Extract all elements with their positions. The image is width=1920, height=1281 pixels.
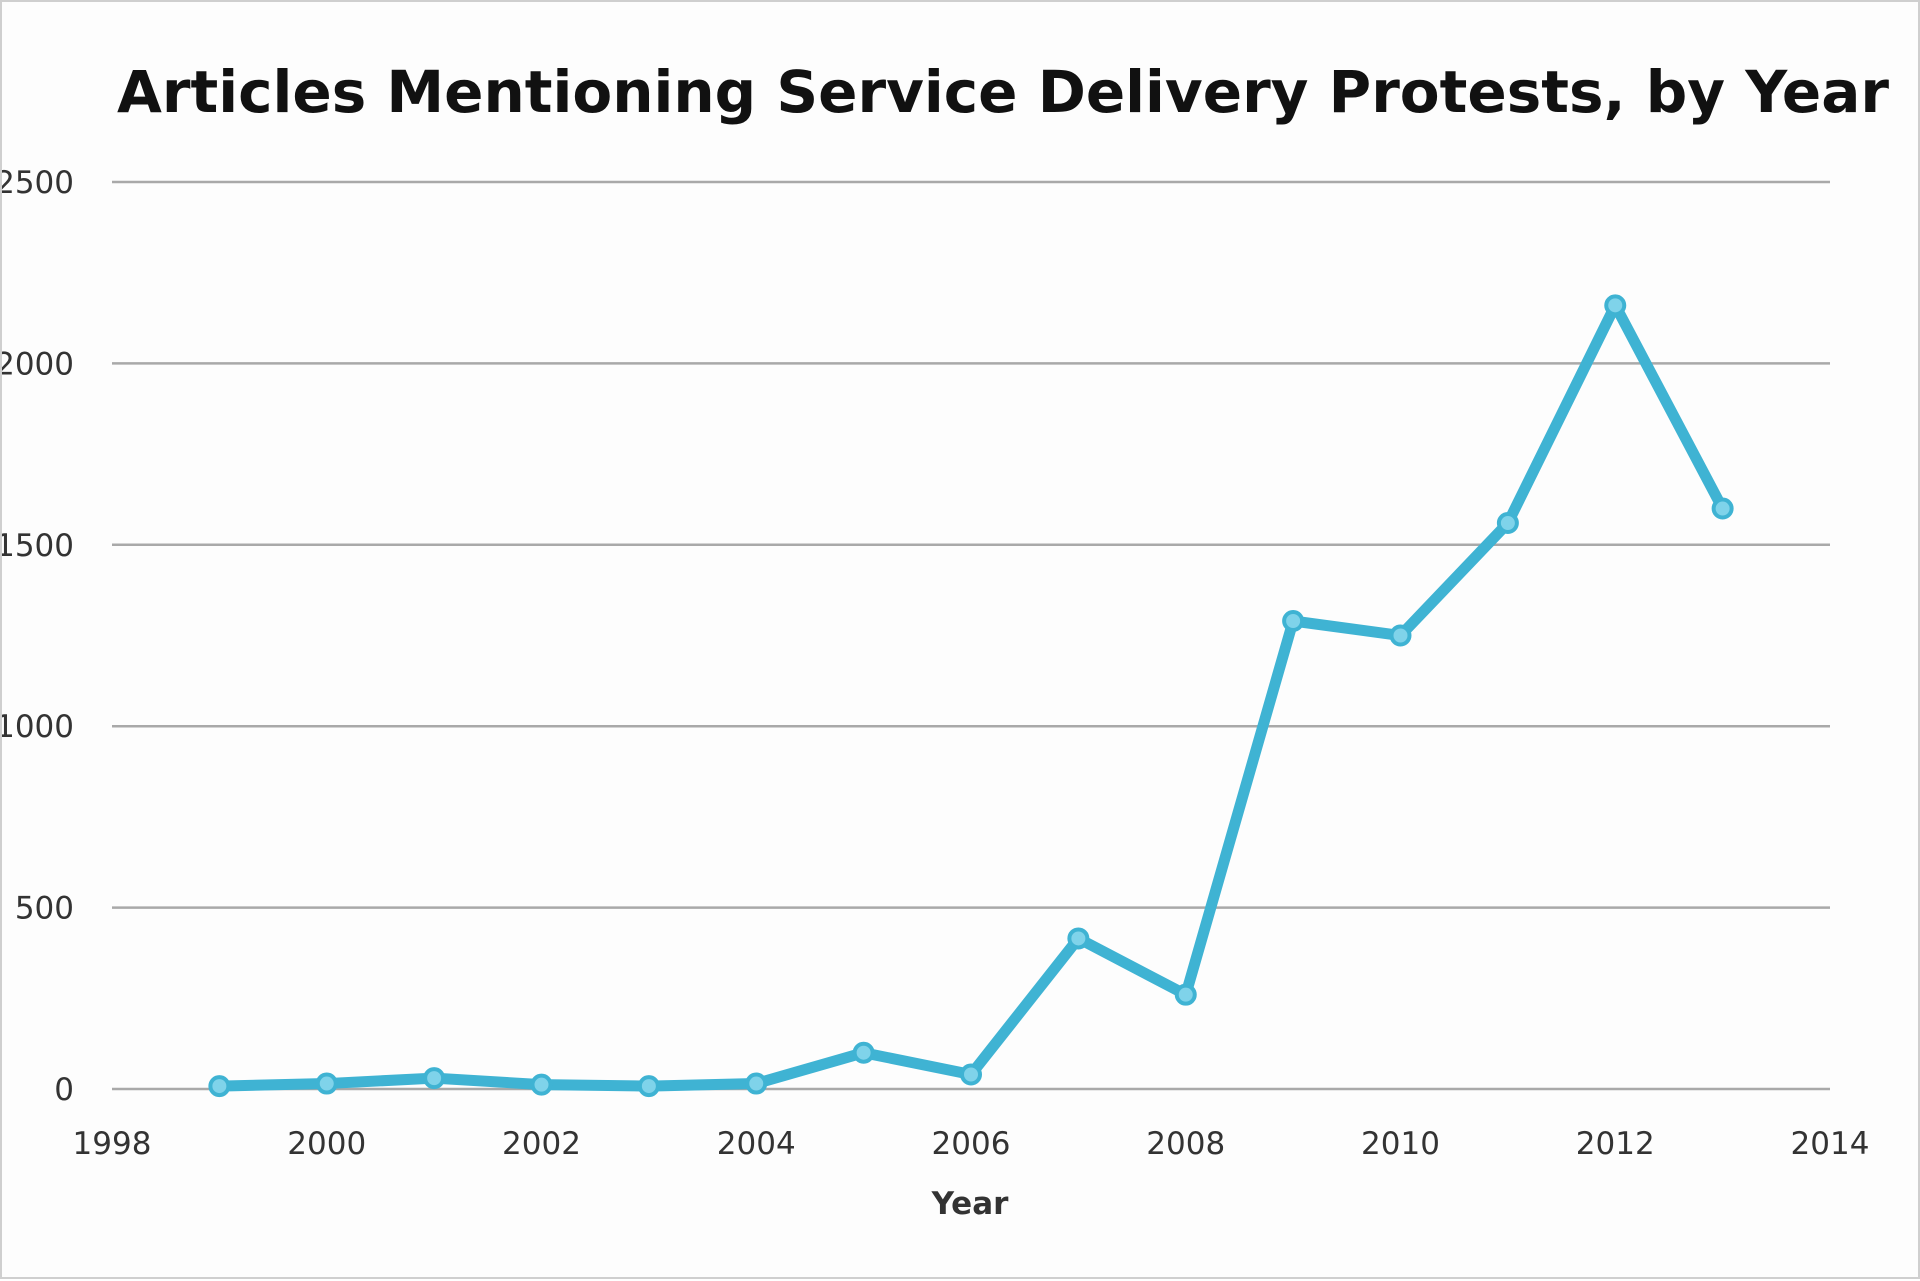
data-point	[208, 1075, 231, 1098]
y-tick-label: 1000	[2, 709, 74, 745]
chart-title: Articles Mentioning Service Delivery Pro…	[117, 58, 1889, 126]
x-tick-label: 2012	[1576, 1126, 1655, 1162]
gridlines	[112, 180, 1830, 1091]
x-tick-label: 2004	[717, 1126, 796, 1162]
y-tick-label: 2500	[2, 165, 74, 201]
y-tick-label: 500	[15, 891, 74, 927]
series-line	[213, 299, 1729, 1092]
data-point	[1067, 927, 1090, 950]
x-tick-label: 2000	[287, 1126, 366, 1162]
y-tick-label: 1500	[2, 528, 74, 564]
x-tick-label: 2008	[1146, 1126, 1225, 1162]
data-point	[1604, 294, 1627, 317]
data-point	[745, 1072, 768, 1095]
data-point	[1389, 624, 1412, 647]
y-axis-ticks: 0 500 1000 1500 2000 2500	[2, 165, 74, 1108]
series-layer	[208, 294, 1734, 1098]
x-tick-label: 2006	[932, 1126, 1011, 1162]
y-tick-label: 2000	[2, 346, 74, 382]
x-tick-label: 1998	[73, 1126, 152, 1162]
data-point	[637, 1075, 660, 1098]
data-point	[1496, 512, 1519, 535]
x-tick-label: 2002	[502, 1126, 581, 1162]
x-tick-label: 2014	[1791, 1126, 1870, 1162]
x-axis-ticks: 1998 2000 2002 2004 2006 2008 2010 2012 2014	[73, 1126, 1870, 1162]
data-point	[852, 1041, 875, 1064]
x-tick-label: 2010	[1361, 1126, 1440, 1162]
y-tick-label: 0	[54, 1072, 74, 1108]
data-point	[1711, 497, 1734, 520]
data-point	[423, 1067, 446, 1090]
data-point	[1174, 983, 1197, 1006]
data-point	[315, 1072, 338, 1095]
data-point	[960, 1063, 982, 1086]
x-axis-title: Year	[931, 1186, 1010, 1222]
data-point	[1282, 609, 1305, 632]
data-point	[530, 1073, 553, 1096]
